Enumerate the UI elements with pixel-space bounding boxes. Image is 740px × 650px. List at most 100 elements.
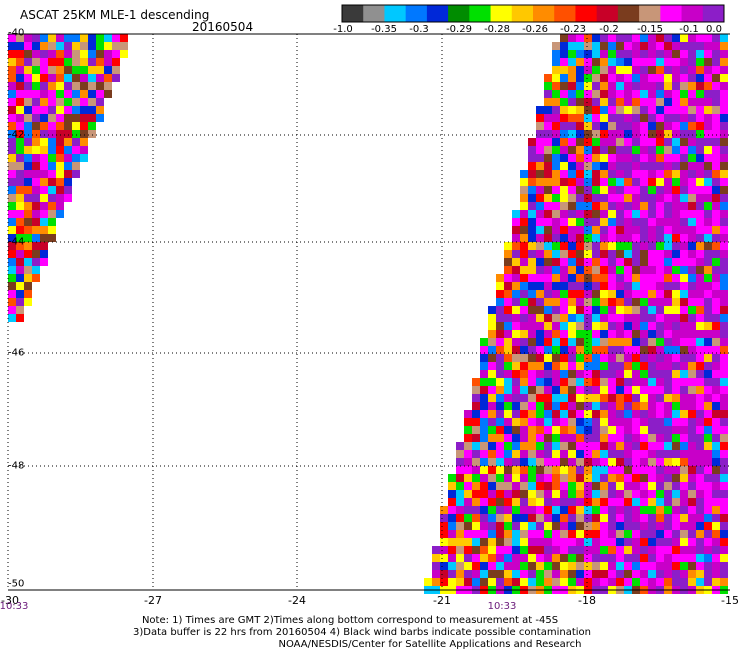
- swath-cell: [24, 274, 32, 282]
- swath-cell: [616, 186, 624, 194]
- swath-cell: [648, 210, 656, 218]
- swath-cell: [656, 538, 664, 546]
- swath-cell: [552, 314, 560, 322]
- swath-cell: [600, 138, 608, 146]
- swath-cell: [640, 98, 648, 106]
- swath-cell: [496, 442, 504, 450]
- swath-cell: [720, 394, 728, 402]
- swath-cell: [680, 74, 688, 82]
- swath-cell: [16, 306, 24, 314]
- swath-cell: [632, 458, 640, 466]
- swath-cell: [488, 442, 496, 450]
- swath-cell: [48, 186, 56, 194]
- swath-cell: [608, 474, 616, 482]
- swath-cell: [584, 338, 592, 346]
- swath-cell: [712, 418, 720, 426]
- swath-cell: [688, 290, 696, 298]
- swath-cell: [632, 466, 640, 474]
- swath-cell: [696, 146, 704, 154]
- swath-cell: [648, 538, 656, 546]
- swath-cell: [672, 250, 680, 258]
- swath-cell: [648, 570, 656, 578]
- swath-cell: [496, 482, 504, 490]
- swath-cell: [56, 146, 64, 154]
- swath-cell: [456, 506, 464, 514]
- swath-cell: [608, 154, 616, 162]
- swath-cell: [24, 114, 32, 122]
- swath-cell: [712, 570, 720, 578]
- swath-cell: [696, 82, 704, 90]
- swath-cell: [632, 402, 640, 410]
- swath-cell: [24, 226, 32, 234]
- swath-cell: [24, 186, 32, 194]
- swath-cell: [696, 130, 704, 138]
- swath-cell: [80, 50, 88, 58]
- swath-cell: [616, 378, 624, 386]
- swath-cell: [16, 298, 24, 306]
- swath-cell: [544, 466, 552, 474]
- swath-cell: [712, 354, 720, 362]
- swath-cell: [24, 218, 32, 226]
- swath-cell: [488, 522, 496, 530]
- swath-cell: [688, 146, 696, 154]
- swath-cell: [56, 178, 64, 186]
- swath-cell: [536, 130, 544, 138]
- swath-cell: [704, 554, 712, 562]
- swath-cell: [712, 282, 720, 290]
- swath-cell: [640, 202, 648, 210]
- swath-cell: [488, 466, 496, 474]
- swath-cell: [72, 154, 80, 162]
- swath-cell: [24, 202, 32, 210]
- swath-cell: [552, 402, 560, 410]
- swath-cell: [520, 370, 528, 378]
- swath-cell: [520, 298, 528, 306]
- swath-cell: [504, 242, 512, 250]
- swath-cell: [600, 170, 608, 178]
- swath-cell: [568, 210, 576, 218]
- swath-cell: [608, 82, 616, 90]
- swath-cell: [472, 442, 480, 450]
- swath-cell: [504, 378, 512, 386]
- swath-cell: [544, 330, 552, 338]
- swath-cell: [520, 538, 528, 546]
- swath-cell: [624, 98, 632, 106]
- swath-cell: [696, 370, 704, 378]
- swath-cell: [680, 370, 688, 378]
- swath-cell: [600, 506, 608, 514]
- swath-cell: [656, 570, 664, 578]
- swath-cell: [720, 546, 728, 554]
- swath-cell: [592, 34, 600, 42]
- swath-cell: [664, 474, 672, 482]
- swath-cell: [696, 322, 704, 330]
- swath-cell: [720, 322, 728, 330]
- swath-cell: [608, 538, 616, 546]
- swath-cell: [632, 394, 640, 402]
- swath-cell: [544, 266, 552, 274]
- swath-cell: [624, 346, 632, 354]
- swath-cell: [536, 226, 544, 234]
- swath-cell: [48, 34, 56, 42]
- swath-cell: [680, 98, 688, 106]
- swath-cell: [664, 498, 672, 506]
- swath-cell: [624, 354, 632, 362]
- swath-cell: [552, 138, 560, 146]
- swath-cell: [536, 314, 544, 322]
- swath-cell: [560, 58, 568, 66]
- swath-cell: [520, 314, 528, 322]
- swath-cell: [48, 50, 56, 58]
- swath-cell: [712, 194, 720, 202]
- swath-cell: [696, 98, 704, 106]
- swath-cell: [648, 82, 656, 90]
- swath-cell: [672, 346, 680, 354]
- swath-cell: [16, 98, 24, 106]
- swath-cell: [600, 578, 608, 586]
- swath-cell: [544, 138, 552, 146]
- swath-cell: [624, 490, 632, 498]
- swath-cell: [32, 186, 40, 194]
- swath-cell: [696, 154, 704, 162]
- swath-cell: [680, 162, 688, 170]
- swath-cell: [600, 42, 608, 50]
- swath-cell: [680, 202, 688, 210]
- swath-cell: [696, 314, 704, 322]
- swath-cell: [616, 498, 624, 506]
